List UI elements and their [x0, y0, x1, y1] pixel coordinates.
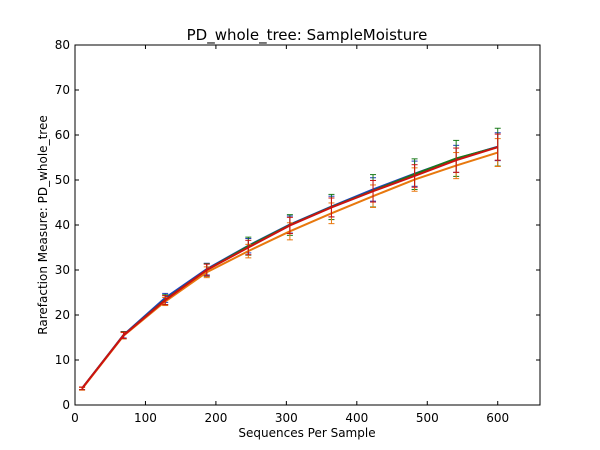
y-tick-label: 30: [55, 263, 70, 277]
x-tick-label: 200: [204, 411, 227, 425]
series-4: [79, 133, 501, 391]
series-line: [81, 145, 499, 389]
x-tick-label: 0: [71, 411, 79, 425]
series-line: [81, 146, 499, 389]
x-axis-label: Sequences Per Sample: [238, 426, 375, 440]
x-tick-label: 100: [134, 411, 157, 425]
y-tick-label: 40: [55, 218, 70, 232]
x-tick-label: 300: [275, 411, 298, 425]
series-3: [79, 138, 501, 391]
y-tick-label: 70: [55, 83, 70, 97]
y-tick-label: 0: [62, 398, 70, 412]
x-tick-label: 400: [345, 411, 368, 425]
chart-title: PD_whole_tree: SampleMoisture: [187, 26, 428, 45]
y-tick-label: 10: [55, 353, 70, 367]
y-tick-label: 80: [55, 38, 70, 52]
y-tick-label: 60: [55, 128, 70, 142]
series-group: [79, 127, 501, 391]
x-tick-label: 500: [416, 411, 439, 425]
axis-ticks: 0 100 200 300 400 500 600 0 10 20 30 40 50 60 70 80: [55, 38, 540, 425]
series-line: [81, 151, 499, 390]
y-tick-label: 20: [55, 308, 70, 322]
y-tick-label: 50: [55, 173, 70, 187]
plot-frame: [74, 44, 541, 406]
y-axis-label: Rarefaction Measure: PD_whole_tree: [36, 115, 50, 334]
series-line: [81, 146, 498, 389]
x-tick-label: 600: [486, 411, 509, 425]
